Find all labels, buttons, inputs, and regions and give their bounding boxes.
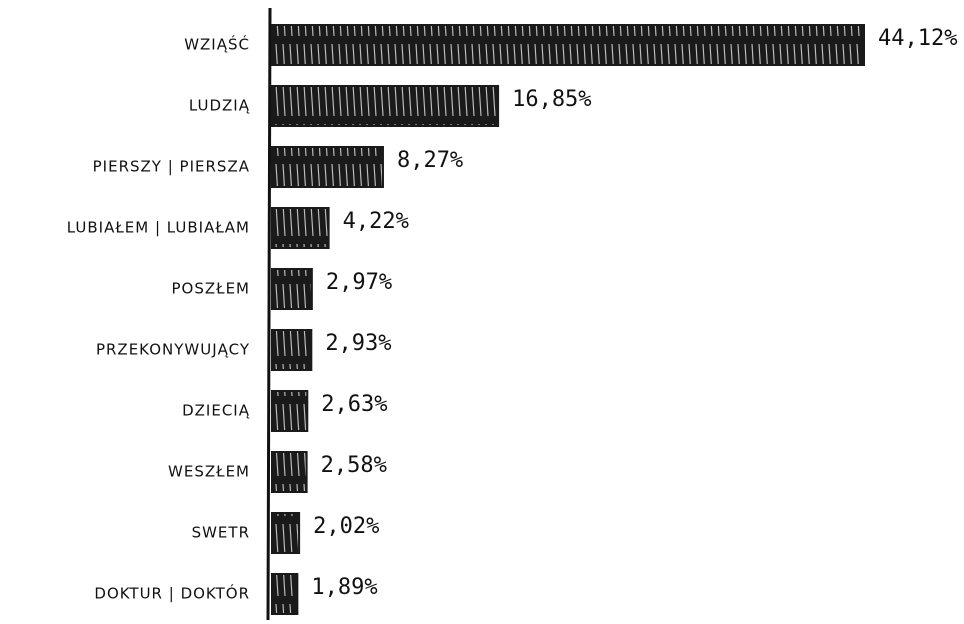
category-label: PIERSZY | PIERSZA bbox=[93, 158, 250, 176]
category-label: WZIĄŚĆ bbox=[184, 35, 250, 54]
category-label: LUDZIĄ bbox=[189, 97, 250, 115]
value-label: 8,27% bbox=[397, 148, 463, 173]
value-label: 16,85% bbox=[512, 87, 591, 112]
category-label: WESZŁEM bbox=[168, 463, 250, 481]
bar bbox=[271, 573, 299, 615]
value-label: 2,02% bbox=[313, 514, 379, 539]
value-label: 44,12% bbox=[878, 26, 957, 51]
value-label: 2,93% bbox=[325, 331, 391, 356]
value-label: 2,97% bbox=[326, 270, 392, 295]
category-label: LUBIAŁEM | LUBIAŁAM bbox=[67, 219, 250, 237]
value-label: 1,89% bbox=[311, 575, 377, 600]
category-label: SWETR bbox=[192, 524, 250, 542]
bar bbox=[271, 207, 330, 249]
category-label: DOKTUR | DOKTÓR bbox=[94, 584, 250, 603]
value-label: 4,22% bbox=[343, 209, 409, 234]
bar bbox=[271, 268, 313, 310]
axis-line bbox=[266, 7, 272, 621]
bar bbox=[271, 329, 313, 371]
bar bbox=[271, 451, 308, 493]
bar bbox=[271, 146, 384, 188]
bar bbox=[271, 390, 309, 432]
category-label: POSZŁEM bbox=[172, 280, 251, 298]
value-label: 2,63% bbox=[321, 392, 387, 417]
bar bbox=[271, 85, 500, 127]
bar bbox=[271, 24, 865, 66]
bar bbox=[271, 512, 301, 554]
category-label: PRZEKONYWUJĄCY bbox=[96, 341, 250, 359]
value-label: 2,58% bbox=[321, 453, 387, 478]
category-label: DZIECIĄ bbox=[182, 402, 250, 420]
